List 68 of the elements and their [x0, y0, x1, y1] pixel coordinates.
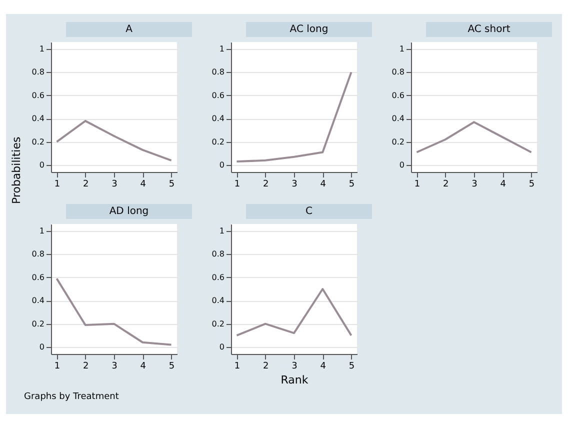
chart-title: AD long — [66, 204, 192, 219]
y-tick-label: 0.2 — [212, 137, 224, 146]
x-tick-label: 1 — [414, 180, 420, 190]
x-tick-label: 2 — [262, 362, 269, 372]
y-tick-label: 0.4 — [392, 114, 404, 124]
y-tick-label: 0 — [399, 160, 404, 170]
y-tick-label: 0 — [219, 342, 224, 352]
x-tick-label: 5 — [348, 180, 355, 190]
x-tick-label: 4 — [140, 180, 146, 190]
x-tick-label: 1 — [234, 180, 240, 190]
y-tick-label: 0.6 — [212, 90, 224, 100]
y-tick-label: 0.8 — [392, 68, 404, 77]
x-tick-label: 5 — [348, 362, 355, 372]
x-tick-label: 3 — [112, 180, 118, 190]
x-axis-title: Rank — [280, 374, 309, 386]
y-tick-label: 0.6 — [32, 272, 44, 282]
y-tick-label: 0 — [219, 160, 224, 170]
x-tick-label: 2 — [442, 180, 449, 190]
x-tick-label: 3 — [292, 180, 298, 190]
y-tick-label: 0.2 — [392, 137, 404, 146]
y-tick-label: 0.2 — [212, 319, 224, 328]
chart-title: C — [246, 204, 372, 219]
x-tick-label: 3 — [292, 362, 298, 372]
x-tick-label: 2 — [82, 362, 89, 372]
x-tick-label: 5 — [168, 362, 175, 372]
y-tick-label: 0.2 — [32, 319, 44, 328]
y-tick-label: 0 — [39, 342, 44, 352]
line-series — [236, 71, 352, 163]
y-tick-label: 0.8 — [32, 68, 44, 77]
x-tick-label: 5 — [528, 180, 535, 190]
line-series — [56, 120, 172, 162]
y-tick-label: 0.4 — [32, 114, 44, 124]
chart-title: A — [66, 22, 192, 37]
x-tick-label: 3 — [472, 180, 478, 190]
line-series — [236, 288, 352, 336]
y-tick-label: 0.6 — [392, 90, 404, 100]
y-tick-label: 1 — [399, 44, 404, 54]
x-tick-label: 1 — [54, 362, 60, 372]
x-tick-label: 2 — [262, 180, 269, 190]
x-tick-label: 4 — [500, 180, 506, 190]
x-tick-label: 3 — [112, 362, 118, 372]
y-tick-label: 0.6 — [212, 272, 224, 282]
y-tick-label: 0.4 — [32, 296, 44, 306]
line-series — [56, 278, 172, 346]
text: Graphs by Treatment — [24, 392, 119, 402]
y-tick-label: 1 — [219, 44, 224, 54]
y-tick-label: 1 — [39, 44, 44, 54]
y-tick-label: 0 — [39, 160, 44, 170]
x-tick-label: 2 — [82, 180, 89, 190]
chart-title: AC short — [426, 22, 552, 37]
y-tick-label: 0.2 — [32, 137, 44, 146]
x-tick-label: 4 — [140, 362, 146, 372]
y-tick-label: 0.4 — [212, 114, 224, 124]
y-axis-title: Probabilities — [10, 136, 23, 204]
x-tick-label: 4 — [320, 180, 326, 190]
y-tick-label: 0.6 — [32, 90, 44, 100]
y-tick-label: 0.8 — [212, 68, 224, 77]
y-tick-label: 0.8 — [212, 250, 224, 259]
y-tick-label: 0.4 — [212, 296, 224, 306]
line-series — [416, 121, 532, 154]
x-tick-label: 4 — [320, 362, 326, 372]
y-tick-label: 0.8 — [32, 250, 44, 259]
chart-title: AC long — [246, 22, 372, 37]
y-tick-label: 1 — [219, 226, 224, 236]
x-tick-label: 1 — [234, 362, 240, 372]
x-tick-label: 1 — [54, 180, 60, 190]
x-tick-label: 5 — [168, 180, 175, 190]
y-tick-label: 1 — [39, 226, 44, 236]
